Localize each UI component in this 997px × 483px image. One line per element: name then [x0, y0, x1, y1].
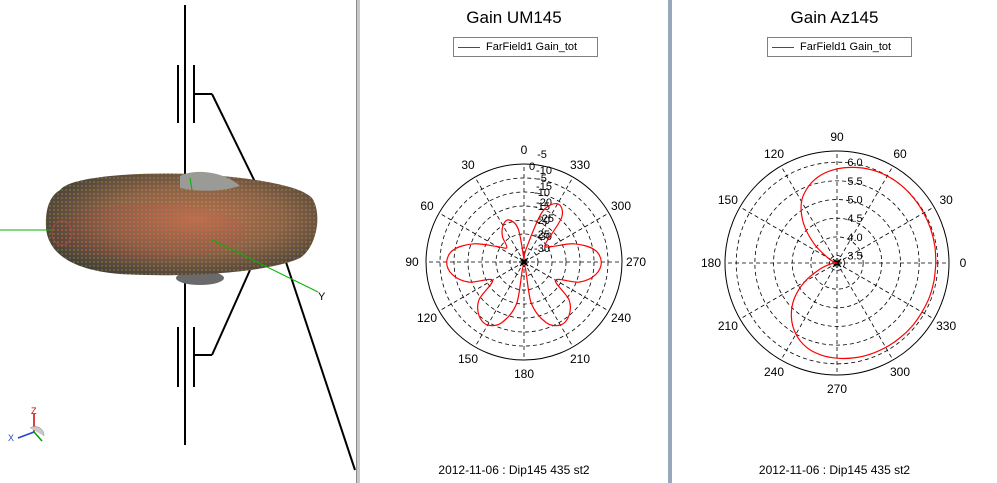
angle-tick-label: 90 — [830, 130, 844, 144]
legend-label: FarField1 Gain_tot — [800, 41, 892, 53]
legend-swatch — [458, 46, 480, 48]
orientation-triad — [17, 414, 45, 442]
triad-z-label: Z — [31, 406, 37, 416]
chart-title: Gain Az145 — [790, 8, 879, 27]
polar-spoke — [739, 262, 838, 320]
polar-spoke — [780, 165, 838, 264]
angle-tick-label: 180 — [514, 367, 534, 381]
polar-plot-um145: Gain UM145 FarField1 Gain_tot 0 30 60 90 120… — [360, 0, 669, 483]
center-marker — [519, 257, 529, 267]
polar-grid-ring — [810, 236, 864, 290]
angle-tick-label: 210 — [570, 352, 590, 366]
polar-spoke — [836, 262, 935, 320]
radial-tick-label: 6.0 — [847, 157, 862, 169]
polar-spoke — [438, 261, 525, 312]
polar-plot-az145: Gain Az145 FarField1 Gain_tot 0 30 60 90 120… — [672, 0, 997, 483]
polar-spoke — [474, 176, 525, 263]
angle-tick-label: 60 — [420, 199, 434, 213]
legend-swatch — [772, 46, 794, 48]
angle-tick-label: 300 — [611, 199, 631, 213]
polar-spoke — [523, 261, 574, 348]
radial-tick-label: -25 — [538, 213, 554, 225]
pane-splitter[interactable] — [668, 0, 672, 483]
legend: FarField1 Gain_tot — [453, 37, 598, 57]
angle-tick-label: 180 — [701, 256, 721, 270]
radial-tick-label: -20 — [536, 197, 552, 209]
angle-tick-label: 0 — [521, 143, 528, 157]
polar-spoke — [836, 206, 935, 264]
polar-spoke — [739, 206, 838, 264]
polar-grid-ring — [754, 180, 920, 346]
chart-footer: 2012-11-06 : Dip145 435 st2 — [758, 463, 911, 477]
radial-tick-label: -15 — [534, 201, 550, 213]
polar-spoke — [474, 261, 525, 348]
farfield-3d-view[interactable]: Y Z X — [0, 0, 356, 483]
angle-tick-label: 120 — [417, 311, 437, 325]
angle-tick-label: 150 — [718, 193, 738, 207]
pane-splitter[interactable] — [356, 0, 361, 483]
radial-tick-label: -25 — [534, 229, 550, 241]
axis-lines — [0, 177, 319, 293]
radiation-pattern-3d — [45, 171, 318, 285]
chart-footer: 2012-11-06 : Dip145 435 st2 — [438, 463, 590, 477]
angle-tick-label: 270 — [827, 382, 847, 396]
angle-tick-label: 240 — [764, 365, 784, 379]
angle-tick-label: 30 — [461, 158, 475, 172]
axis-y-label: Y — [318, 291, 326, 303]
radial-tick-label: 0 — [529, 161, 535, 173]
series-trace — [790, 166, 937, 360]
radial-tick-label: 4.0 — [847, 232, 862, 244]
polar-spoke — [438, 212, 525, 263]
angle-tick-label: 150 — [458, 352, 478, 366]
triad-x-label: X — [8, 433, 14, 443]
angle-tick-label: 330 — [570, 158, 590, 172]
angle-tick-label: 90 — [405, 255, 419, 269]
angle-tick-label: 240 — [611, 311, 631, 325]
radial-tick-label: -30 — [534, 243, 550, 255]
polar-spoke — [836, 165, 894, 264]
radial-tick-label: -15 — [536, 181, 552, 193]
radial-tick-label: 5.5 — [847, 176, 862, 188]
radial-tick-label: 4.5 — [847, 213, 862, 225]
radial-tick-label: -10 — [534, 187, 550, 199]
angle-tick-label: 120 — [764, 147, 784, 161]
radial-tick-label: -10 — [536, 165, 552, 177]
polar-spoke — [523, 261, 610, 312]
polar-spoke — [523, 212, 610, 263]
radial-tick-label: -5 — [537, 173, 547, 185]
legend: FarField1 Gain_tot — [767, 37, 912, 57]
legend-label: FarField1 Gain_tot — [486, 41, 578, 53]
polar-chart-canvas: 0 30 60 90 120 150 180 210 240 270 300 330 3.5 4.0 4.5… — [701, 130, 967, 396]
polar-chart-canvas: 03060901201501802102402703003300-5-10-15… — [405, 143, 646, 381]
radial-tick-label: -5 — [537, 149, 547, 161]
radial-tick-label: -20 — [534, 215, 550, 227]
radial-tick-label: 5.0 — [847, 195, 862, 207]
angle-tick-label: 210 — [718, 319, 738, 333]
polar-spoke — [780, 262, 838, 361]
polar-spoke — [836, 262, 894, 361]
polar-spoke — [523, 176, 574, 263]
angle-tick-label: 60 — [893, 147, 907, 161]
polar-outer-ring — [724, 150, 950, 376]
angle-tick-label: 300 — [890, 365, 910, 379]
angle-tick-label: 330 — [936, 319, 956, 333]
farfield-3d-canvas[interactable]: Y Z X — [0, 0, 356, 483]
radial-tick-label: 3.5 — [847, 251, 862, 263]
polar-outer-ring — [425, 163, 623, 361]
angle-tick-label: 30 — [939, 193, 953, 207]
chart-title: Gain UM145 — [466, 8, 562, 27]
angle-tick-label: 0 — [960, 256, 967, 270]
series-trace — [446, 203, 602, 327]
angle-tick-label: 270 — [626, 255, 646, 269]
